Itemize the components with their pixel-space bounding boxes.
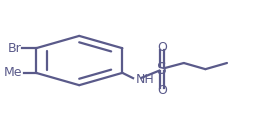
Text: S: S <box>157 62 167 77</box>
Text: Br: Br <box>7 42 21 55</box>
Text: Me: Me <box>4 66 22 79</box>
Text: NH: NH <box>136 73 155 86</box>
Text: O: O <box>157 41 167 54</box>
Text: O: O <box>157 84 167 97</box>
